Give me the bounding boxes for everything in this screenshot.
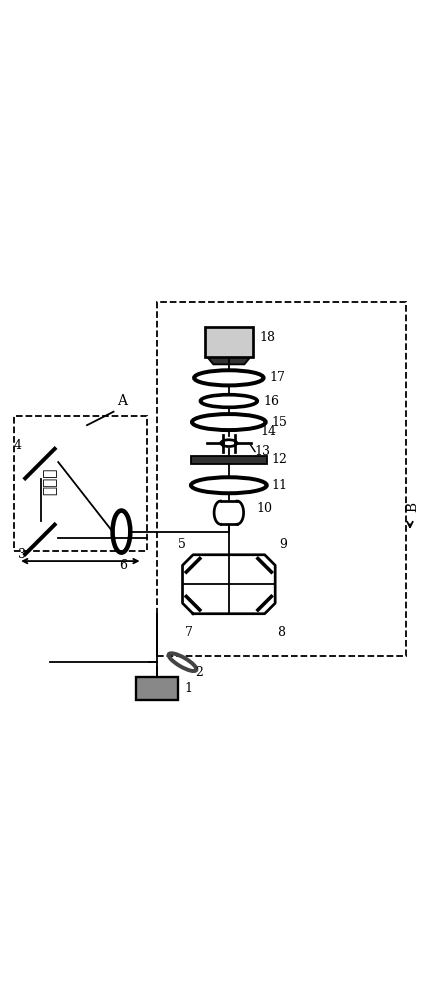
Polygon shape xyxy=(207,357,251,364)
Text: B: B xyxy=(405,502,419,512)
Text: 3: 3 xyxy=(18,548,26,561)
Bar xyxy=(205,327,253,357)
Text: 10: 10 xyxy=(256,502,272,515)
Text: 1: 1 xyxy=(184,682,192,695)
Text: 5: 5 xyxy=(179,538,186,551)
Text: 16: 16 xyxy=(263,395,279,408)
Text: 11: 11 xyxy=(271,479,287,492)
Bar xyxy=(14,416,147,551)
Text: 6: 6 xyxy=(120,559,128,572)
Text: 15: 15 xyxy=(271,416,287,429)
Text: 2: 2 xyxy=(195,666,203,679)
Text: 8: 8 xyxy=(277,626,285,639)
Text: 延时线: 延时线 xyxy=(42,467,57,495)
Text: 17: 17 xyxy=(269,371,285,384)
Text: 7: 7 xyxy=(184,626,192,639)
Bar xyxy=(191,456,267,464)
Text: 18: 18 xyxy=(259,331,275,344)
Text: 12: 12 xyxy=(271,453,287,466)
Text: A: A xyxy=(117,394,128,408)
Bar xyxy=(136,677,179,700)
Text: 9: 9 xyxy=(279,538,287,551)
Text: 14: 14 xyxy=(260,425,276,438)
Bar xyxy=(157,302,406,656)
Text: 4: 4 xyxy=(14,439,22,452)
Text: 13: 13 xyxy=(254,445,270,458)
